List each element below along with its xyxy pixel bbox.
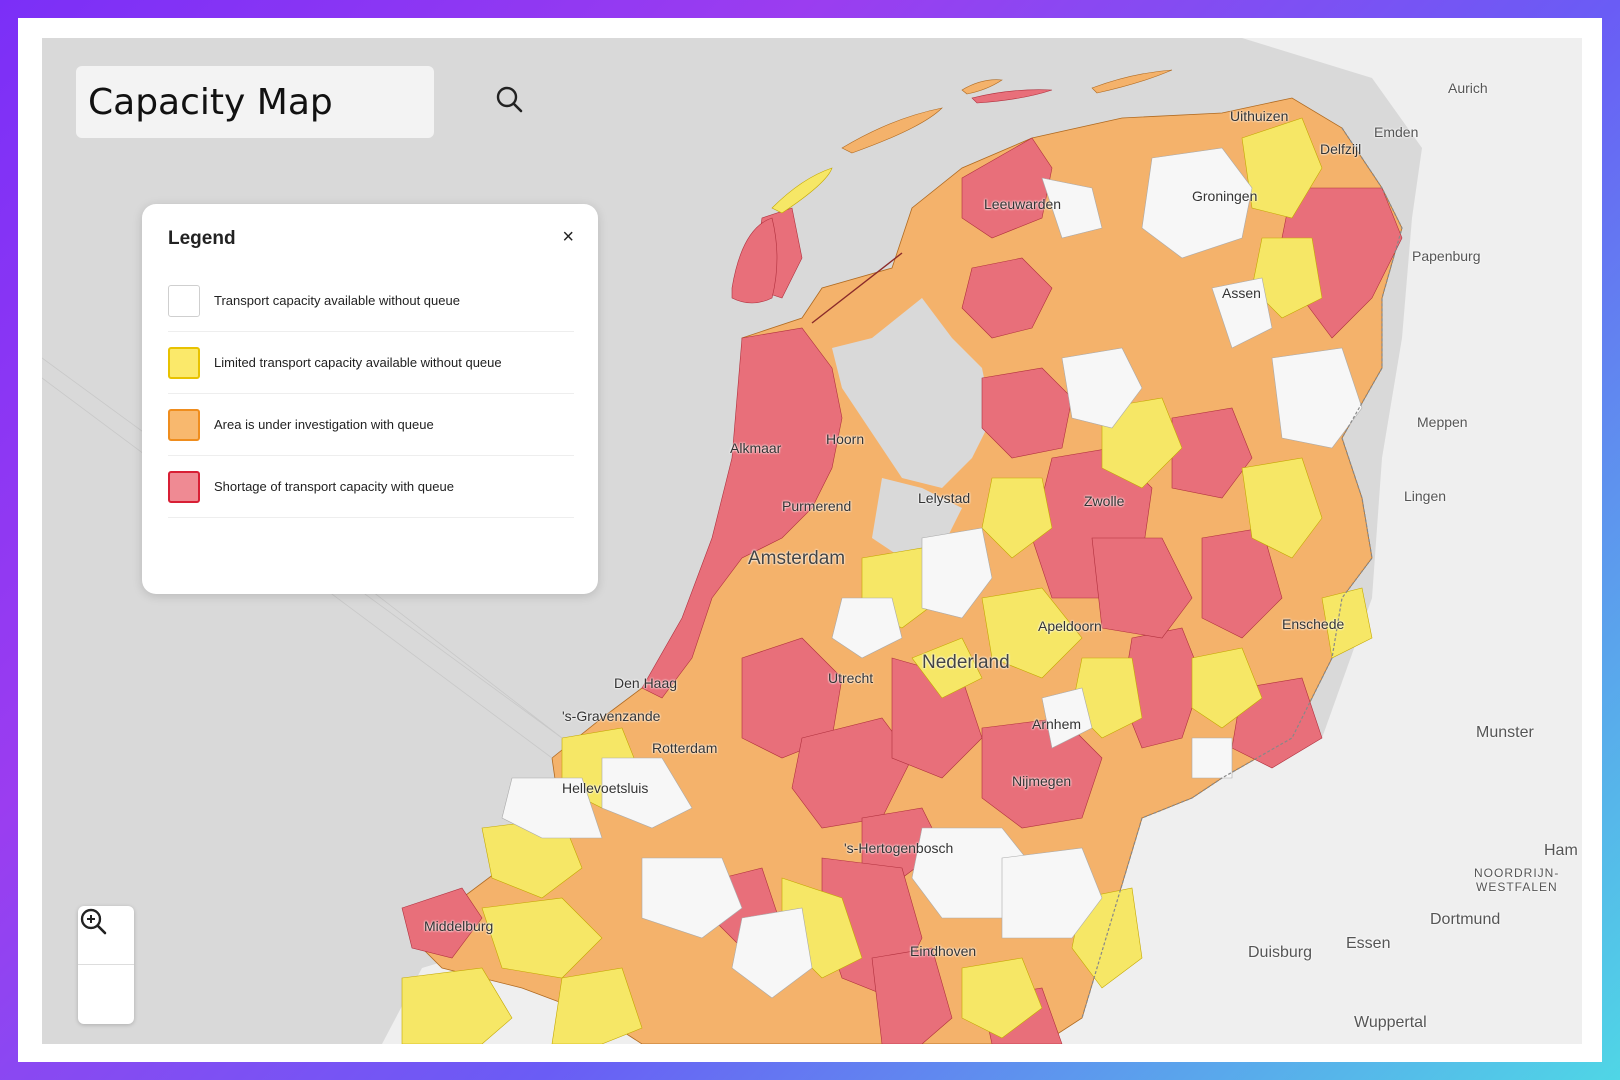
city-label: Hellevoetsluis (562, 780, 649, 796)
legend-label: Limited transport capacity available wit… (214, 355, 502, 370)
available-regions (501, 147, 1363, 999)
title-bar: Capacity Map (76, 66, 434, 138)
legend-label: Transport capacity available without que… (214, 293, 460, 308)
city-label: Ham (1544, 842, 1578, 859)
afsluitdijk (811, 252, 903, 324)
legend-item-available: Transport capacity available without que… (168, 270, 574, 332)
zoom-out-icon (80, 908, 107, 935)
city-label: Wuppertal (1354, 1014, 1427, 1031)
legend-item-limited: Limited transport capacity available wit… (168, 332, 574, 394)
city-label: Den Haag (614, 675, 678, 691)
city-label: Rotterdam (652, 740, 718, 756)
city-label: Groningen (1192, 188, 1258, 204)
city-label: Zwolle (1084, 493, 1125, 509)
city-label: Essen (1346, 935, 1391, 952)
region-label: WESTFALEN (1476, 880, 1558, 894)
city-label: Utrecht (828, 670, 874, 686)
city-label: Lelystad (918, 490, 971, 506)
app-title: Capacity Map (88, 81, 333, 123)
city-label: Duisburg (1248, 944, 1313, 961)
city-label: 's-Gravenzande (562, 708, 661, 724)
legend-swatch (168, 284, 200, 317)
ijsselmeer (832, 298, 992, 488)
city-label: Delfzijl (1320, 141, 1362, 157)
close-icon[interactable]: × (562, 226, 574, 248)
city-label: Uithuizen (1230, 108, 1289, 124)
city-label: Alkmaar (730, 440, 782, 456)
city-label: Assen (1222, 285, 1261, 301)
city-label: Purmerend (782, 498, 852, 514)
legend-item-shortage: Shortage of transport capacity with queu… (168, 456, 574, 518)
city-label: Hoorn (826, 431, 865, 447)
city-label: Leeuwarden (984, 196, 1062, 212)
city-label: Enschede (1282, 616, 1345, 632)
legend-swatch (168, 346, 200, 379)
city-label: Nijmegen (1012, 773, 1072, 789)
search-icon (496, 86, 523, 113)
capacity-map[interactable]: Uithuizen Delfzijl Leeuwarden Groningen … (42, 38, 1582, 1044)
city-label: 's-Hertogenbosch (844, 840, 954, 856)
city-label: Munster (1476, 724, 1534, 741)
city-label: Apeldoorn (1038, 618, 1102, 634)
country-label: Nederland (922, 652, 1010, 673)
city-label: Dortmund (1430, 911, 1501, 928)
legend-title: Legend (168, 228, 236, 249)
city-label: Amsterdam (748, 548, 846, 569)
city-label: Emden (1374, 124, 1419, 140)
legend-label: Area is under investigation with queue (214, 417, 434, 432)
search-button[interactable] (494, 84, 530, 120)
app-frame: Uithuizen Delfzijl Leeuwarden Groningen … (18, 18, 1602, 1062)
legend-panel: Legend × Transport capacity available wi… (142, 204, 598, 594)
map-canvas[interactable] (42, 38, 1582, 1044)
city-label: Meppen (1417, 414, 1468, 430)
city-label: Middelburg (424, 918, 494, 934)
city-label: Papenburg (1412, 248, 1481, 264)
legend-item-investigation: Area is under investigation with queue (168, 394, 574, 456)
legend-swatch (168, 408, 200, 441)
zoom-out-button[interactable] (78, 908, 134, 1023)
legend-label: Shortage of transport capacity with queu… (214, 479, 454, 494)
wadden-islands (731, 69, 1173, 304)
legend-list: Transport capacity available without que… (168, 270, 574, 518)
city-label: Arnhem (1032, 716, 1082, 732)
limited-regions (401, 117, 1373, 1044)
city-label: Eindhoven (910, 943, 977, 959)
zoom-controls (78, 906, 134, 1024)
city-label: Aurich (1448, 80, 1488, 96)
region-label: NOORDRIJN- (1474, 866, 1560, 880)
city-label: Lingen (1404, 488, 1447, 504)
legend-swatch (168, 470, 200, 503)
